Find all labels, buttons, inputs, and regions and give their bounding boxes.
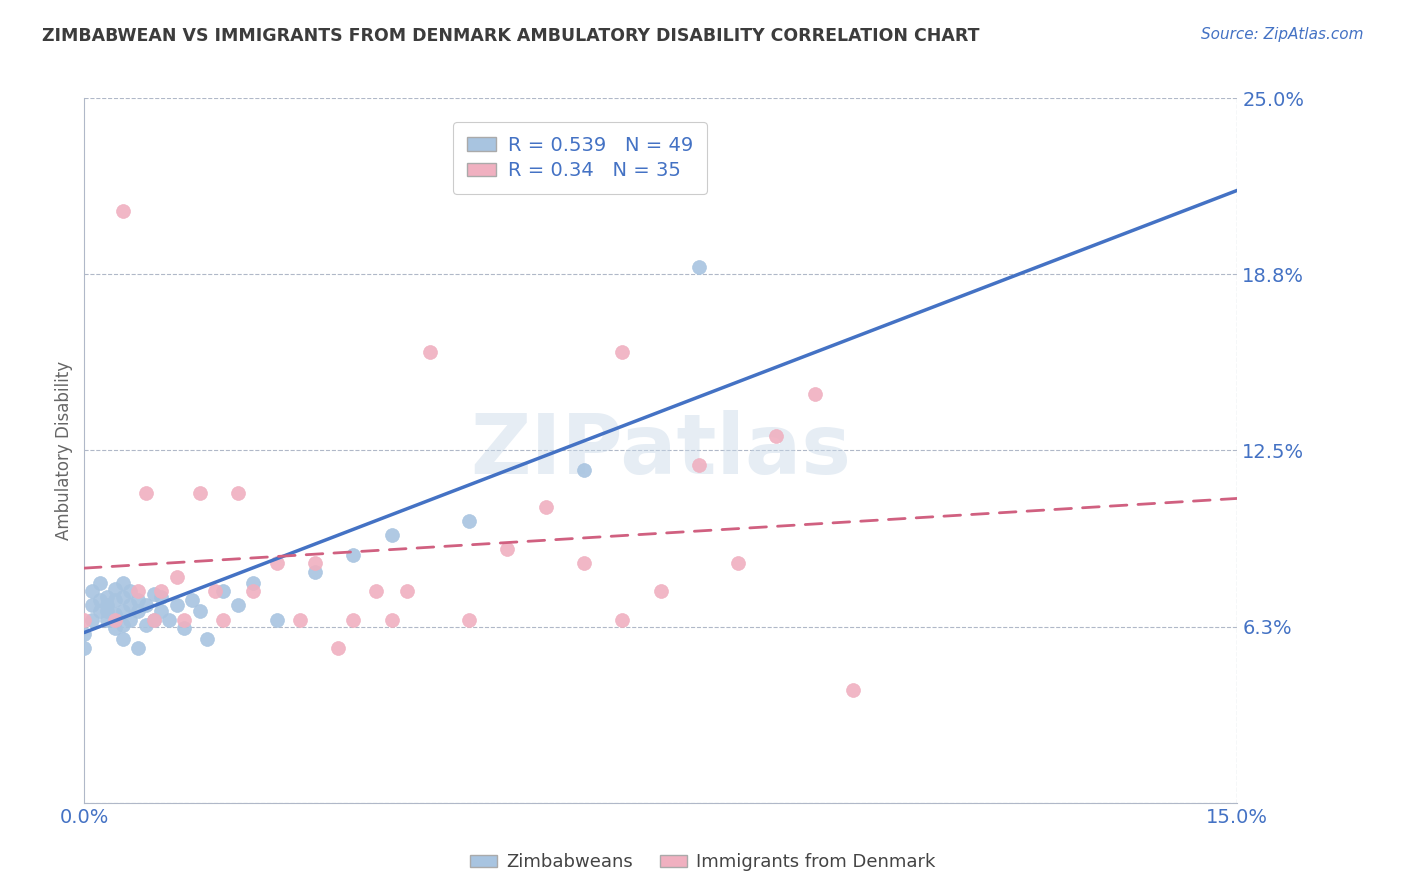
Point (211, 613, 233, 627)
Point (572, 463, 595, 477)
Point (96, 613, 118, 627)
Point (419, 344, 441, 359)
Point (111, 618, 134, 632)
Point (727, 556, 749, 570)
Point (150, 604, 173, 618)
Legend: R = 0.539   N = 49, R = 0.34   N = 35: R = 0.539 N = 49, R = 0.34 N = 35 (454, 122, 707, 194)
Point (127, 592, 149, 607)
Point (342, 548, 364, 562)
Point (120, 599, 142, 613)
Point (457, 613, 479, 627)
Point (73, 626, 96, 640)
Point (266, 556, 288, 570)
Point (150, 590, 173, 604)
Point (204, 584, 226, 599)
Point (496, 542, 519, 557)
Point (135, 618, 157, 632)
Point (534, 500, 557, 514)
Point (135, 485, 157, 500)
Point (612, 613, 634, 627)
Point (304, 556, 326, 570)
Point (266, 613, 288, 627)
Point (89, 576, 111, 591)
Point (342, 613, 364, 627)
Point (688, 458, 710, 472)
Point (120, 584, 142, 599)
Point (73, 613, 96, 627)
Point (173, 613, 195, 627)
Y-axis label: Ambulatory Disability: Ambulatory Disability (55, 361, 73, 540)
Point (688, 260, 710, 275)
Point (612, 344, 634, 359)
Point (157, 613, 180, 627)
Point (89, 604, 111, 618)
Point (381, 528, 404, 542)
Point (242, 584, 264, 599)
Point (457, 514, 479, 528)
Point (104, 582, 127, 596)
Point (304, 565, 326, 579)
Point (366, 584, 388, 599)
Point (166, 570, 188, 584)
Point (150, 584, 173, 599)
Point (127, 640, 149, 655)
Point (142, 613, 165, 627)
Point (89, 592, 111, 607)
Point (80, 599, 103, 613)
Point (226, 599, 249, 613)
Legend: Zimbabweans, Immigrants from Denmark: Zimbabweans, Immigrants from Denmark (463, 847, 943, 879)
Point (288, 613, 311, 627)
Point (127, 604, 149, 618)
Point (211, 584, 233, 599)
Point (135, 599, 157, 613)
Point (96, 590, 118, 604)
Point (195, 632, 218, 647)
Point (181, 592, 204, 607)
Point (381, 613, 404, 627)
Point (127, 584, 149, 599)
Point (842, 683, 865, 698)
Point (104, 613, 127, 627)
Point (765, 429, 787, 443)
Point (650, 584, 672, 599)
Point (120, 613, 142, 627)
Point (242, 576, 264, 591)
Point (96, 604, 118, 618)
Point (73, 640, 96, 655)
Point (142, 613, 165, 627)
Point (188, 604, 211, 618)
Point (104, 592, 127, 607)
Point (226, 485, 249, 500)
Point (173, 621, 195, 635)
Point (104, 621, 127, 635)
Point (111, 203, 134, 218)
Text: Source: ZipAtlas.com: Source: ZipAtlas.com (1201, 27, 1364, 42)
Point (80, 613, 103, 627)
Point (96, 599, 118, 613)
Point (326, 640, 349, 655)
Point (111, 590, 134, 604)
Point (111, 632, 134, 647)
Point (80, 584, 103, 599)
Point (111, 604, 134, 618)
Point (188, 485, 211, 500)
Point (572, 556, 595, 570)
Point (166, 599, 188, 613)
Text: ZIPatlas: ZIPatlas (471, 410, 851, 491)
Point (111, 576, 134, 591)
Point (104, 607, 127, 621)
Point (396, 584, 419, 599)
Point (142, 587, 165, 601)
Text: ZIMBABWEAN VS IMMIGRANTS FROM DENMARK AMBULATORY DISABILITY CORRELATION CHART: ZIMBABWEAN VS IMMIGRANTS FROM DENMARK AM… (42, 27, 980, 45)
Point (803, 387, 825, 401)
